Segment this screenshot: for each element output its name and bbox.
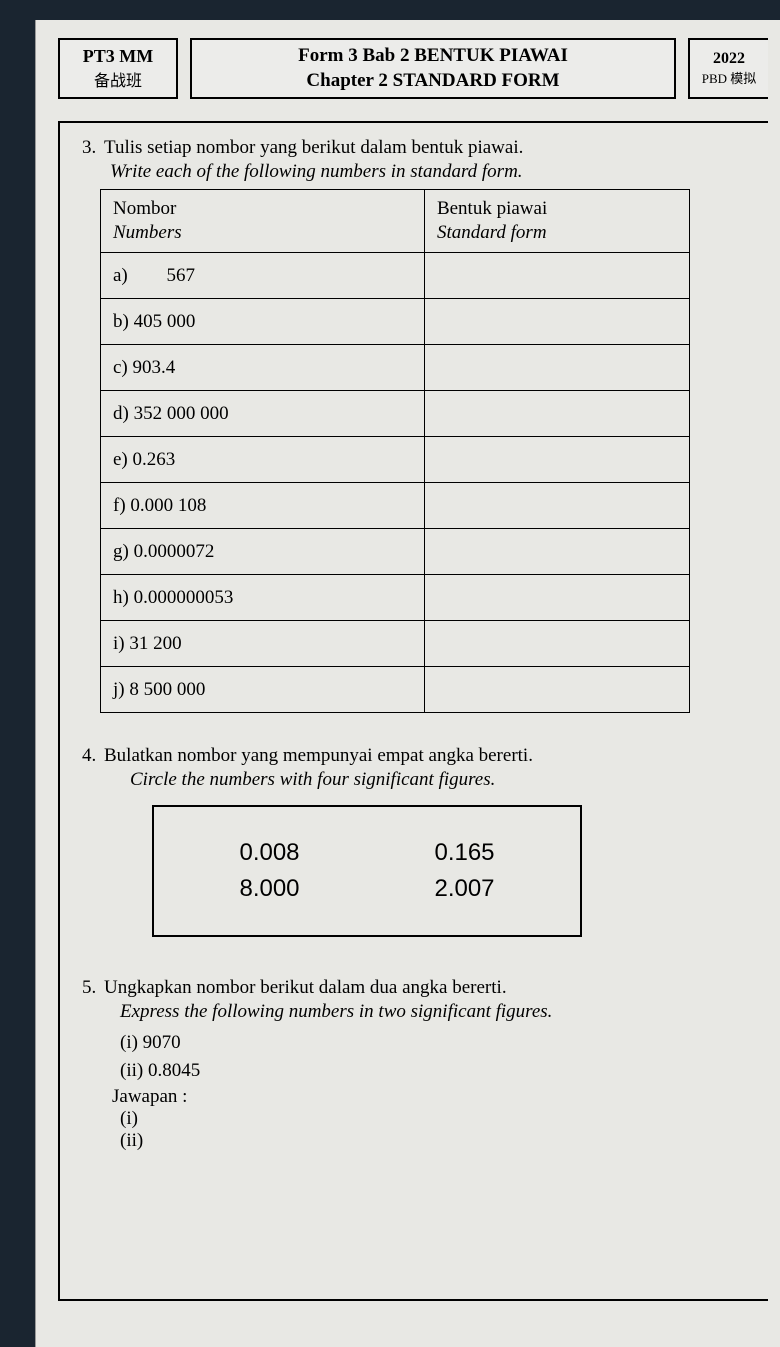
cell-j-answer	[424, 667, 689, 713]
cell-g-answer	[424, 529, 689, 575]
cell-e: e) 0.263	[101, 437, 425, 483]
content-frame: 3.Tulis setiap nombor yang berikut dalam…	[58, 121, 768, 1301]
cell-h: h) 0.000000053	[101, 575, 425, 621]
header-title-box: Form 3 Bab 2 BENTUK PIAWAI Chapter 2 STA…	[190, 38, 676, 99]
cell-a-val: 567	[133, 265, 196, 286]
cell-j: j) 8 500 000	[101, 667, 425, 713]
question-4: 4.Bulatkan nombor yang mempunyai empat a…	[82, 745, 750, 937]
cell-i-answer	[424, 621, 689, 667]
q5-text: Ungkapkan nombor berikut dalam dua angka…	[104, 977, 507, 998]
cell-i: i) 31 200	[101, 621, 425, 667]
table-row: c) 903.4	[101, 345, 690, 391]
cell-a-answer	[424, 253, 689, 299]
q4-numbers-box: 0.008 0.165 8.000 2.007	[152, 805, 582, 937]
q5-number: 5.	[82, 977, 104, 999]
table-row: i) 31 200	[101, 621, 690, 667]
box-r1c1: 0.008	[172, 835, 367, 871]
col2-head-sub: Standard form	[437, 222, 677, 244]
cell-d: d) 352 000 000	[101, 391, 425, 437]
header-title-line1: Form 3 Bab 2 BENTUK PIAWAI	[202, 44, 664, 69]
question-5: 5.Ungkapkan nombor berikut dalam dua ang…	[82, 977, 750, 1152]
table-row: f) 0.000 108	[101, 483, 690, 529]
header-year: 2022	[700, 50, 758, 68]
cell-a: a) 567	[101, 253, 425, 299]
cell-c: c) 903.4	[101, 345, 425, 391]
header-left-line1: PT3 MM	[70, 46, 166, 67]
header-left-line2: 备战班	[70, 67, 166, 91]
q4-line: 4.Bulatkan nombor yang mempunyai empat a…	[82, 745, 750, 767]
q3-table: Nombor Numbers Bentuk piawai Standard fo…	[100, 189, 690, 713]
table-row: g) 0.0000072	[101, 529, 690, 575]
worksheet-page: PT3 MM 备战班 Form 3 Bab 2 BENTUK PIAWAI Ch…	[35, 20, 780, 1347]
q3-subtext: Write each of the following numbers in s…	[110, 161, 750, 183]
cell-f-answer	[424, 483, 689, 529]
cell-b-answer	[424, 299, 689, 345]
table-row: d) 352 000 000	[101, 391, 690, 437]
col1-header: Nombor Numbers	[101, 190, 425, 253]
q5-answer-ii: (ii)	[120, 1130, 750, 1152]
q3-line: 3.Tulis setiap nombor yang berikut dalam…	[82, 137, 750, 159]
col2-head-text: Bentuk piawai	[437, 198, 547, 219]
cell-g: g) 0.0000072	[101, 529, 425, 575]
header-row: PT3 MM 备战班 Form 3 Bab 2 BENTUK PIAWAI Ch…	[58, 38, 768, 99]
col1-head-text: Nombor	[113, 198, 176, 219]
q4-number: 4.	[82, 745, 104, 767]
q5-answer-i: (i)	[120, 1108, 750, 1130]
box-r2c2: 2.007	[367, 871, 562, 907]
cell-c-answer	[424, 345, 689, 391]
box-row-2: 8.000 2.007	[172, 871, 562, 907]
q3-text: Tulis setiap nombor yang berikut dalam b…	[104, 137, 523, 158]
q4-subtext: Circle the numbers with four significant…	[130, 769, 750, 791]
table-row: j) 8 500 000	[101, 667, 690, 713]
cell-h-answer	[424, 575, 689, 621]
cell-f: f) 0.000 108	[101, 483, 425, 529]
cell-b: b) 405 000	[101, 299, 425, 345]
col2-header: Bentuk piawai Standard form	[424, 190, 689, 253]
box-r1c2: 0.165	[367, 835, 562, 871]
table-header-row: Nombor Numbers Bentuk piawai Standard fo…	[101, 190, 690, 253]
q5-line: 5.Ungkapkan nombor berikut dalam dua ang…	[82, 977, 750, 999]
header-pbd: PBD 模拟	[700, 68, 758, 87]
cell-a-label: a)	[113, 265, 128, 286]
col1-head-sub: Numbers	[113, 222, 412, 244]
cell-d-answer	[424, 391, 689, 437]
header-right-box: 2022 PBD 模拟	[688, 38, 768, 99]
header-title-line2: Chapter 2 STANDARD FORM	[202, 69, 664, 94]
table-row: a) 567	[101, 253, 690, 299]
table-row: b) 405 000	[101, 299, 690, 345]
q5-item-ii: (ii) 0.8045	[120, 1057, 750, 1085]
question-3: 3.Tulis setiap nombor yang berikut dalam…	[82, 137, 750, 713]
cell-e-answer	[424, 437, 689, 483]
q5-item-i: (i) 9070	[120, 1029, 750, 1057]
table-row: e) 0.263	[101, 437, 690, 483]
q5-subtext: Express the following numbers in two sig…	[120, 1001, 750, 1023]
q4-text: Bulatkan nombor yang mempunyai empat ang…	[104, 745, 533, 766]
q3-number: 3.	[82, 137, 104, 159]
header-left-box: PT3 MM 备战班	[58, 38, 178, 99]
box-row-1: 0.008 0.165	[172, 835, 562, 871]
table-row: h) 0.000000053	[101, 575, 690, 621]
q5-answer-label: Jawapan :	[112, 1086, 750, 1108]
box-r2c1: 8.000	[172, 871, 367, 907]
